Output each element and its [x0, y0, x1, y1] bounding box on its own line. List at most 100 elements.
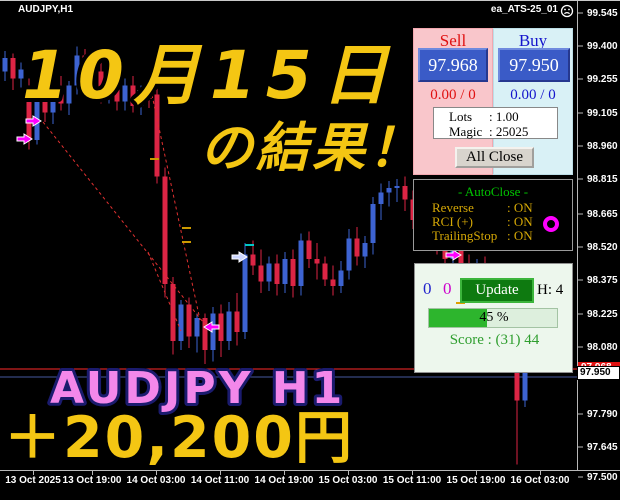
candle-body — [18, 69, 24, 79]
buy-stats-label: 0.00 / 0 — [510, 87, 556, 103]
magenta-ring-icon — [543, 216, 559, 232]
order-entry-mark — [182, 227, 191, 229]
trade-arrow-marker — [137, 87, 154, 99]
candle-body — [362, 243, 368, 257]
progress-bar: 45 % — [428, 308, 558, 328]
lots-label: Lots — [449, 109, 473, 124]
buy-price-button[interactable]: 97.950 — [498, 48, 570, 82]
time-axis-label: 14 Oct 11:00 — [190, 475, 250, 486]
trade-arrow-marker — [16, 133, 33, 145]
candle-body — [130, 85, 136, 106]
price-axis-label: 98.225 — [587, 309, 618, 320]
dashed-trendline — [151, 94, 201, 321]
symbol-timeframe-label: AUDJPY,H1 — [18, 4, 74, 15]
candle-body — [34, 92, 40, 140]
progress-percent-label: 45 % — [479, 310, 509, 325]
candle-body — [74, 55, 80, 86]
lots-value: : 1.00 — [489, 109, 519, 124]
score-label: Score : (31) 44 — [449, 332, 540, 348]
autoclose-title: - AutoClose - — [457, 184, 529, 199]
ea-status-sad-face-icon — [560, 4, 574, 18]
candle-body — [202, 318, 208, 350]
trailingstop-label: TrailingStop — [432, 228, 498, 243]
rci-value: : ON — [507, 214, 533, 229]
candle-body — [314, 259, 320, 264]
candle-body — [290, 259, 296, 286]
trade-panel: Sell Buy 97.968 97.950 0.00 / 0 0.00 / 0… — [413, 28, 573, 175]
candle-body — [258, 265, 264, 282]
overlay-date-text: 10月15日 — [22, 37, 398, 114]
order-entry-mark — [182, 241, 191, 243]
candle-body — [122, 85, 128, 102]
magic-label: Magic — [449, 124, 483, 139]
sell-label: Sell — [439, 31, 467, 50]
lots-magic-box: Lots: 1.00 Magic: 25025 — [433, 107, 558, 139]
candle-body — [82, 55, 88, 86]
dashed-trendline — [42, 121, 208, 328]
overlay-symbol-text: AUDJPY H1 — [50, 363, 345, 414]
candle-body — [266, 263, 272, 282]
candle-body — [370, 204, 376, 243]
reverse-value: : ON — [507, 200, 533, 215]
candle-body — [2, 58, 8, 72]
price-axis-label: 98.815 — [587, 174, 618, 185]
sell-price-button[interactable]: 97.968 — [418, 48, 488, 82]
progress-bar-fill — [429, 309, 487, 327]
ea-name-label: ea_ATS-25_01 — [490, 4, 558, 15]
candle-body — [442, 245, 448, 259]
price-axis-label: 98.960 — [587, 141, 618, 152]
candle-body — [210, 313, 216, 350]
trade-arrow-marker — [231, 251, 248, 263]
candle-body — [402, 186, 408, 200]
candle-body — [26, 85, 32, 140]
buy-label: Buy — [518, 31, 548, 50]
candle-body — [66, 85, 72, 104]
candle-body — [50, 94, 56, 113]
count-magenta: 0 — [443, 279, 452, 298]
candle-body — [378, 192, 384, 204]
candle-body — [242, 254, 248, 332]
candle-body — [58, 94, 64, 104]
count-blue: 0 — [423, 279, 432, 298]
candle-body — [226, 311, 232, 341]
count-underline-mark — [456, 302, 465, 304]
candle-body — [178, 304, 184, 341]
status-panel: 0 0 Update H: 4 45 % Score : (31) 44 — [414, 263, 573, 373]
candle-body — [330, 279, 336, 286]
price-axis-label: 97.790 — [587, 409, 618, 420]
h-count-label: H: 4 — [537, 282, 564, 298]
update-button[interactable]: Update — [460, 278, 534, 303]
window-top-border — [0, 0, 620, 1]
candle-body — [154, 94, 160, 177]
candle-body — [394, 186, 400, 188]
price-axis-label: 99.105 — [587, 108, 618, 119]
reverse-label: Reverse — [432, 200, 474, 215]
time-axis-label: 13 Oct 19:00 — [62, 475, 122, 486]
trade-arrow-marker — [203, 321, 220, 333]
order-entry-mark — [150, 158, 159, 160]
candle-body — [98, 71, 104, 95]
time-axis-label: 16 Oct 03:00 — [510, 475, 570, 486]
candle-body — [282, 259, 288, 284]
time-axis-label: 14 Oct 19:00 — [254, 475, 314, 486]
time-axis-label: 13 Oct 2025 — [5, 475, 61, 486]
candle-body — [218, 313, 224, 341]
candle-body — [298, 240, 304, 286]
rci-label: RCI (+) — [432, 214, 473, 229]
price-axis-label: 98.080 — [587, 342, 618, 353]
trailingstop-value: : ON — [507, 228, 533, 243]
price-axis-label: 97.500 — [587, 472, 618, 483]
bid-price-box: 97.950 — [577, 366, 620, 380]
candle-body — [106, 78, 112, 95]
dashed-trendline — [147, 251, 182, 332]
sell-stats-label: 0.00 / 0 — [430, 87, 476, 103]
all-close-button[interactable]: All Close — [455, 147, 534, 168]
price-axis-label: 97.645 — [587, 442, 618, 453]
chart-axis-layer — [0, 0, 620, 478]
candle-body — [250, 254, 256, 266]
candle-body — [138, 92, 144, 106]
autoclose-panel: - AutoClose - Reverse : ON RCI (+) : ON Tr… — [413, 179, 573, 251]
candle-body — [274, 263, 280, 284]
